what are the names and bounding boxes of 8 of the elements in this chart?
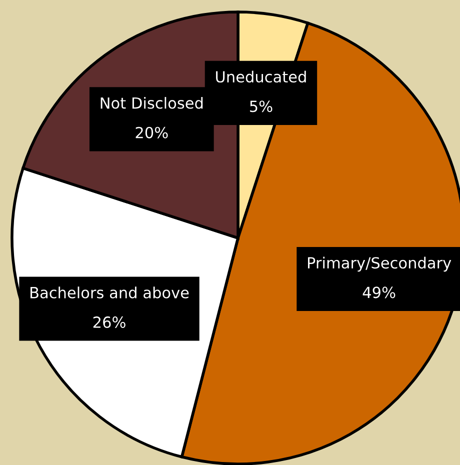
data-label: 49% — [362, 286, 396, 298]
slice-label: Bachelors and above — [30, 286, 189, 298]
slice-label: Not Disclosed — [100, 96, 203, 109]
data-label: 26% — [93, 316, 126, 328]
data-label: 20% — [136, 126, 168, 138]
slice-label: Primary/Secondary — [308, 256, 452, 272]
slice-label: Uneducated — [216, 70, 306, 83]
data-label: 5% — [250, 100, 272, 112]
